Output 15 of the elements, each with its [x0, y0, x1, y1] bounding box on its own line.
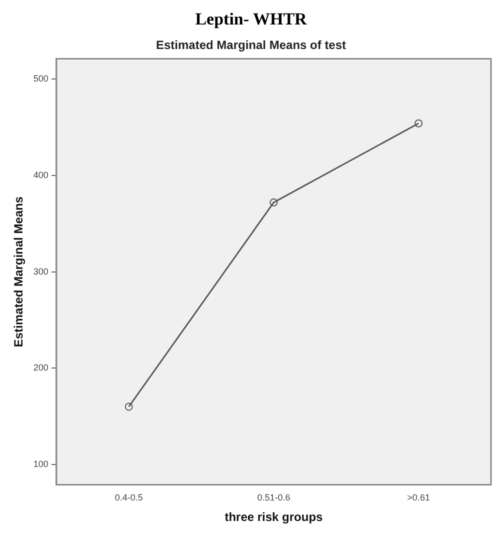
x-tick-label: 0.51-0.6	[257, 492, 290, 503]
y-tick-label: 400	[33, 170, 48, 180]
y-tick-label: 200	[33, 362, 48, 373]
x-axis-title: three risk groups	[224, 510, 324, 524]
y-axis-title: Estimated Marginal Means	[12, 196, 26, 348]
chart-subtitle: Estimated Marginal Means of test	[156, 38, 346, 52]
x-tick-label: >0.61	[407, 492, 430, 503]
point	[414, 119, 423, 128]
point	[124, 402, 133, 411]
chart-title: Leptin- WHTR	[195, 10, 308, 29]
y-tick-label: 300	[33, 266, 48, 276]
x-tick-label: 0.4-0.5	[114, 492, 143, 503]
y-tick-label: 500	[33, 74, 48, 84]
point	[270, 198, 278, 206]
y-tick-label: 100	[33, 459, 48, 470]
